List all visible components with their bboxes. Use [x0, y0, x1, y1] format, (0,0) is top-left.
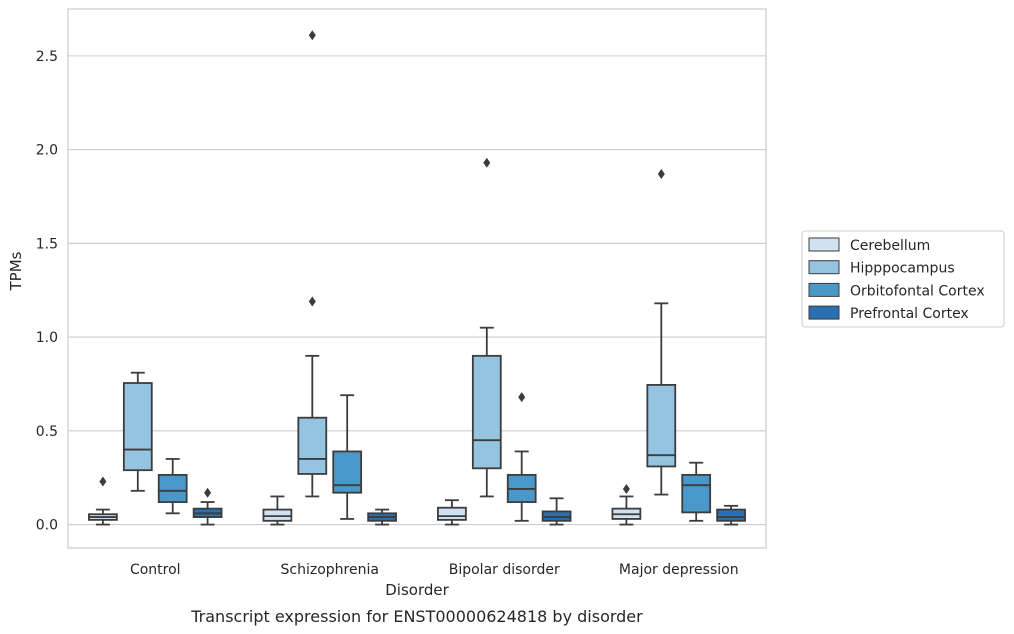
outlier-point	[99, 476, 107, 487]
box-cerebellum	[262, 495, 293, 526]
box-hipppocampus	[471, 157, 502, 498]
legend-swatch	[808, 237, 840, 252]
box-orbitofontal-cortex	[506, 392, 537, 522]
box-iqr	[646, 383, 677, 468]
legend-label: Hipppocampus	[850, 261, 955, 277]
plot-frame	[67, 8, 767, 549]
outlier-point	[518, 392, 526, 403]
y-tick-label: 2.0	[36, 143, 58, 159]
box-prefrontal-cortex	[716, 504, 746, 526]
box-iqr	[681, 473, 712, 514]
legend-swatch	[808, 282, 840, 297]
outlier-point	[483, 157, 491, 168]
y-axis: 0.0 0.5 1.0 1.5 2.0 2.5	[36, 49, 58, 534]
outlier-point	[622, 483, 630, 494]
box-iqr	[541, 510, 572, 522]
box-orbitofontal-cortex	[681, 461, 712, 522]
box-iqr	[157, 473, 188, 503]
outlier-point	[204, 487, 212, 498]
x-tick-label: Control	[130, 562, 181, 578]
x-tick-label: Major depression	[619, 562, 739, 578]
box-iqr	[297, 416, 328, 475]
y-tick-label: 0.5	[36, 424, 58, 440]
box-prefrontal-cortex	[541, 497, 572, 526]
box-cerebellum	[88, 476, 118, 526]
chart-caption: Transcript expression for ENST0000062481…	[190, 607, 643, 626]
box-orbitofontal-cortex	[157, 458, 188, 515]
y-tick-label: 2.5	[36, 49, 58, 65]
box-iqr	[332, 450, 363, 494]
legend-frame	[801, 230, 1005, 328]
legend-swatch	[808, 305, 840, 320]
box-iqr	[437, 506, 467, 521]
y-axis-title: TPMs	[7, 251, 25, 291]
box-hipppocampus	[646, 168, 677, 496]
outlier-point	[657, 168, 665, 179]
box-prefrontal-cortex	[192, 487, 223, 526]
box-iqr	[471, 354, 502, 470]
box-orbitofontal-cortex	[332, 394, 363, 520]
box-cerebellum	[611, 483, 642, 526]
legend-label: Cerebellum	[850, 238, 930, 254]
legend: Cerebellum Hipppocampus Orbitofontal Corte…	[801, 230, 1005, 328]
box-hipppocampus	[122, 371, 153, 492]
box-hipppocampus	[297, 30, 328, 498]
box-iqr	[122, 382, 153, 472]
y-tick-label: 1.5	[36, 236, 58, 252]
box-cerebellum	[437, 499, 467, 526]
outlier-point	[308, 30, 316, 41]
x-tick-label: Bipolar disorder	[449, 562, 560, 578]
box-iqr	[262, 508, 293, 522]
box-iqr	[716, 508, 746, 522]
legend-label: Orbitofontal Cortex	[850, 283, 985, 299]
box-prefrontal-cortex	[367, 508, 397, 526]
grid-lines	[68, 55, 766, 526]
x-axis-title: Disorder	[385, 581, 449, 599]
y-tick-label: 0.0	[36, 518, 58, 534]
x-axis: Control Schizophrenia Bipolar disorder Majo…	[130, 562, 739, 578]
legend-swatch	[808, 260, 840, 275]
y-tick-label: 1.0	[36, 330, 58, 346]
box-plot-area	[88, 30, 746, 526]
outlier-point	[308, 296, 316, 307]
x-tick-label: Schizophrenia	[281, 562, 379, 578]
legend-label: Prefrontal Cortex	[850, 306, 969, 322]
